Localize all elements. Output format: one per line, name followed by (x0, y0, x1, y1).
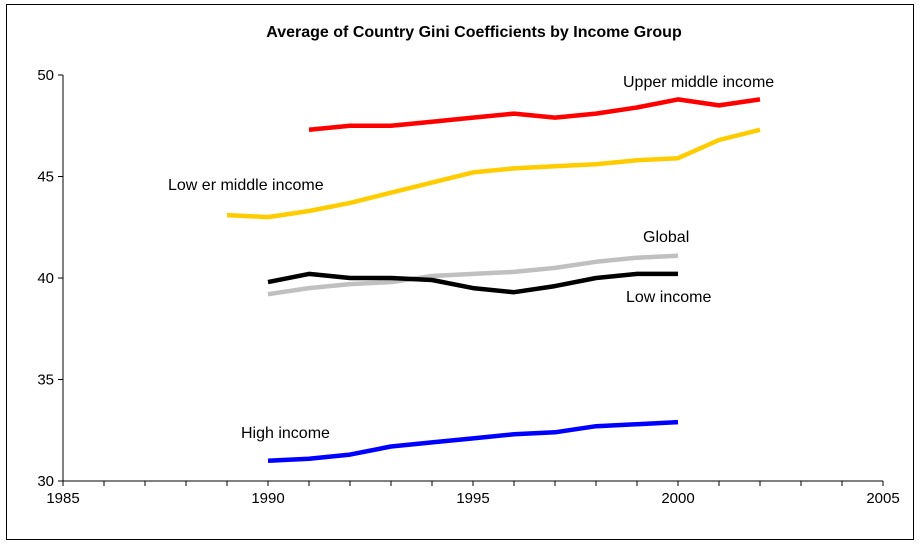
x-tick-label: 1990 (251, 490, 284, 507)
y-tick-label: 45 (37, 169, 54, 186)
series-line-low-income (267, 271, 678, 295)
x-tick-label: 2000 (661, 490, 694, 507)
series-labels: Upper middle income Low er middle income G… (168, 74, 774, 442)
y-tick-label: 40 (37, 270, 54, 287)
y-tick-label: 50 (37, 67, 54, 84)
series-layer (226, 97, 761, 463)
y-tick-label: 35 (37, 372, 54, 389)
series-label-global: Global (643, 229, 689, 246)
series-line-global (267, 253, 679, 297)
series-label-high-income: High income (241, 425, 330, 442)
axes: 30 35 40 45 50 1985 1990 1995 2000 2005 (37, 67, 899, 507)
series-line-upper-middle-income (308, 97, 761, 133)
series-label-low-income: Low income (626, 289, 711, 306)
series-line-lower-middle-income (226, 127, 761, 220)
series-line-high-income (267, 419, 679, 463)
x-tick-label: 1995 (456, 490, 489, 507)
x-tick-label: 1985 (46, 490, 79, 507)
series-label-upper-middle-income: Upper middle income (623, 74, 774, 91)
series-label-lower-middle-income: Low er middle income (168, 177, 324, 194)
chart-title: Average of Country Gini Coefficients by … (266, 24, 682, 41)
y-tick-label: 30 (37, 473, 54, 490)
chart-frame (6, 4, 914, 540)
x-tick-label: 2005 (866, 490, 899, 507)
